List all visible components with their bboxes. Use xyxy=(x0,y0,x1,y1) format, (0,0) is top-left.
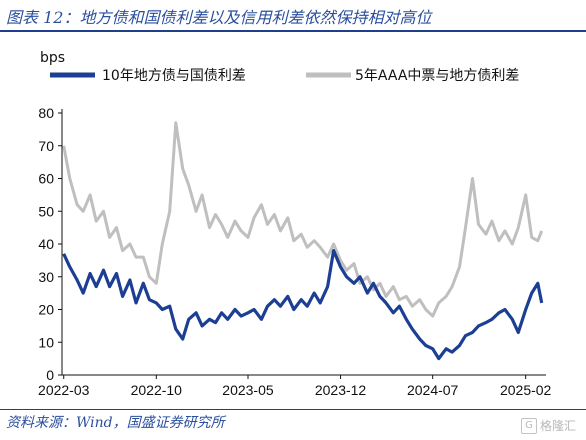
watermark-text: 格隆汇 xyxy=(539,419,576,433)
axes: 0 10 20 30 40 50 60 70 80 2022-03 2022-10 2023-05 20… xyxy=(38,105,552,398)
x-tick-label: 2023-12 xyxy=(315,382,367,398)
y-tick-label: 60 xyxy=(38,171,54,187)
series-line-1 xyxy=(62,249,544,361)
y-tick-label: 10 xyxy=(38,334,54,350)
x-tick-label: 2022-03 xyxy=(38,382,90,398)
y-tick-label: 80 xyxy=(38,105,54,121)
x-tick-label: 2025-02 xyxy=(500,382,552,398)
x-tick-label: 2023-05 xyxy=(222,382,274,398)
y-tick-label: 40 xyxy=(38,236,54,252)
legend-label-1: 10年地方债与国债利差 xyxy=(102,68,246,84)
watermark-logo-icon: G xyxy=(520,417,537,434)
series-line-2 xyxy=(62,121,544,318)
y-axis-unit: bps xyxy=(40,50,66,66)
legend: 10年地方债与国债利差 5年AAA中票与地方债利差 xyxy=(50,68,519,84)
figure-title: 图表 12：地方债和国债利差以及信用利差依然保持相对高位 xyxy=(6,8,432,27)
y-tick-label: 0 xyxy=(46,367,54,383)
y-tick-label: 70 xyxy=(38,138,54,154)
legend-label-2: 5年AAA中票与地方债利差 xyxy=(355,68,519,84)
source-rule xyxy=(0,409,586,410)
y-tick-label: 50 xyxy=(38,203,54,219)
x-tick-label: 2024-07 xyxy=(407,382,459,398)
title-rule xyxy=(0,30,586,32)
x-tick-label: 2022-10 xyxy=(131,382,183,398)
y-tick-label: 20 xyxy=(38,302,54,318)
y-tick-label: 30 xyxy=(38,269,54,285)
watermark: G 格隆汇 xyxy=(520,417,576,434)
source-note: 资料来源：Wind，国盛证券研究所 xyxy=(6,415,225,431)
plot-area xyxy=(62,121,544,361)
